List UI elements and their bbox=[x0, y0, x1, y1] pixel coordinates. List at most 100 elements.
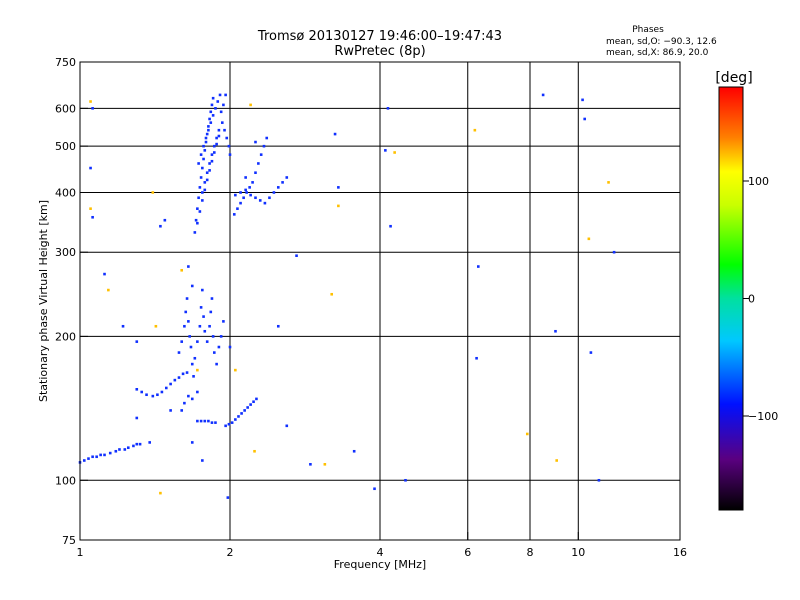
data-point bbox=[190, 441, 194, 444]
data-point bbox=[202, 315, 205, 318]
data-point bbox=[587, 237, 591, 241]
x-tick-label: 8 bbox=[527, 546, 534, 559]
data-point bbox=[135, 416, 139, 420]
data-point bbox=[597, 478, 601, 482]
data-point bbox=[219, 335, 223, 338]
data-point bbox=[263, 201, 267, 205]
data-point bbox=[156, 393, 159, 397]
data-point bbox=[295, 254, 298, 258]
data-point bbox=[193, 356, 197, 360]
data-point bbox=[212, 351, 216, 354]
data-point bbox=[210, 297, 214, 300]
data-point bbox=[196, 221, 199, 225]
data-point bbox=[252, 400, 255, 404]
data-point bbox=[204, 136, 208, 140]
data-point bbox=[203, 329, 207, 333]
data-point bbox=[209, 110, 213, 114]
data-point bbox=[258, 199, 262, 202]
colorbar-label: [deg] bbox=[715, 70, 752, 86]
data-point bbox=[541, 93, 545, 97]
data-point bbox=[89, 207, 92, 210]
data-point bbox=[154, 324, 158, 328]
data-point bbox=[135, 442, 139, 446]
data-point bbox=[217, 345, 221, 349]
data-point bbox=[89, 166, 92, 170]
data-point bbox=[276, 186, 280, 189]
data-point bbox=[204, 140, 208, 144]
data-point bbox=[89, 100, 92, 103]
data-point bbox=[215, 136, 218, 140]
data-point bbox=[91, 455, 94, 459]
data-point bbox=[91, 215, 94, 219]
data-point bbox=[272, 191, 276, 194]
chart-subtitle: RwPretec (8p) bbox=[334, 44, 425, 59]
data-point bbox=[180, 268, 184, 272]
data-point bbox=[217, 134, 221, 138]
data-point bbox=[187, 320, 190, 323]
data-point bbox=[160, 390, 164, 394]
stats-heading: Phases bbox=[632, 25, 664, 35]
data-point bbox=[262, 144, 266, 148]
data-point bbox=[228, 153, 232, 156]
data-point bbox=[281, 181, 284, 184]
data-point bbox=[185, 371, 189, 374]
data-point bbox=[103, 453, 106, 457]
data-point bbox=[268, 196, 271, 200]
data-point bbox=[91, 107, 94, 110]
data-point bbox=[215, 362, 218, 366]
data-point bbox=[196, 340, 199, 343]
x-axis-ticks: 1 2 4 6 8 10 16 bbox=[77, 532, 687, 559]
data-point bbox=[244, 188, 247, 192]
data-point bbox=[337, 204, 340, 208]
y-tick-label: 300 bbox=[55, 246, 76, 259]
data-point bbox=[199, 419, 203, 423]
data-point bbox=[108, 451, 112, 455]
colorbar-tick-label: 100 bbox=[748, 175, 769, 188]
data-point bbox=[226, 496, 230, 499]
data-point bbox=[194, 218, 198, 222]
x-tick-label: 6 bbox=[464, 546, 471, 559]
x-tick-label: 2 bbox=[227, 546, 234, 559]
data-point bbox=[135, 388, 139, 391]
data-point bbox=[208, 162, 211, 165]
y-tick-label: 200 bbox=[55, 330, 76, 343]
data-point bbox=[211, 335, 215, 338]
data-point bbox=[475, 356, 478, 360]
data-point bbox=[249, 403, 252, 406]
data-point bbox=[198, 186, 202, 189]
data-point bbox=[581, 98, 584, 102]
data-point bbox=[159, 224, 162, 228]
data-point bbox=[118, 448, 121, 451]
data-point bbox=[525, 432, 529, 436]
data-point bbox=[246, 406, 249, 409]
data-point bbox=[173, 378, 177, 382]
data-point bbox=[309, 463, 312, 466]
data-point bbox=[196, 368, 199, 372]
data-point bbox=[164, 386, 168, 390]
data-point bbox=[230, 421, 234, 424]
data-point bbox=[169, 409, 172, 412]
data-point bbox=[87, 457, 90, 460]
data-point bbox=[145, 393, 148, 397]
data-point bbox=[224, 424, 227, 428]
y-tick-label: 75 bbox=[62, 534, 76, 547]
data-point bbox=[210, 421, 214, 424]
data-point bbox=[201, 191, 204, 194]
data-point bbox=[227, 144, 231, 148]
data-point bbox=[201, 166, 204, 170]
data-point bbox=[243, 409, 246, 412]
data-point bbox=[181, 372, 185, 376]
data-point bbox=[234, 368, 237, 372]
data-point bbox=[214, 421, 217, 424]
data-point bbox=[196, 419, 199, 423]
data-point bbox=[201, 199, 204, 202]
data-point bbox=[205, 340, 209, 343]
data-point bbox=[177, 351, 181, 354]
data-point bbox=[244, 176, 247, 179]
colorbar-tick-label: −100 bbox=[748, 410, 778, 423]
data-point bbox=[386, 107, 390, 110]
data-point bbox=[473, 128, 477, 132]
data-point bbox=[607, 181, 610, 184]
data-point bbox=[265, 136, 269, 140]
data-point bbox=[123, 448, 127, 451]
